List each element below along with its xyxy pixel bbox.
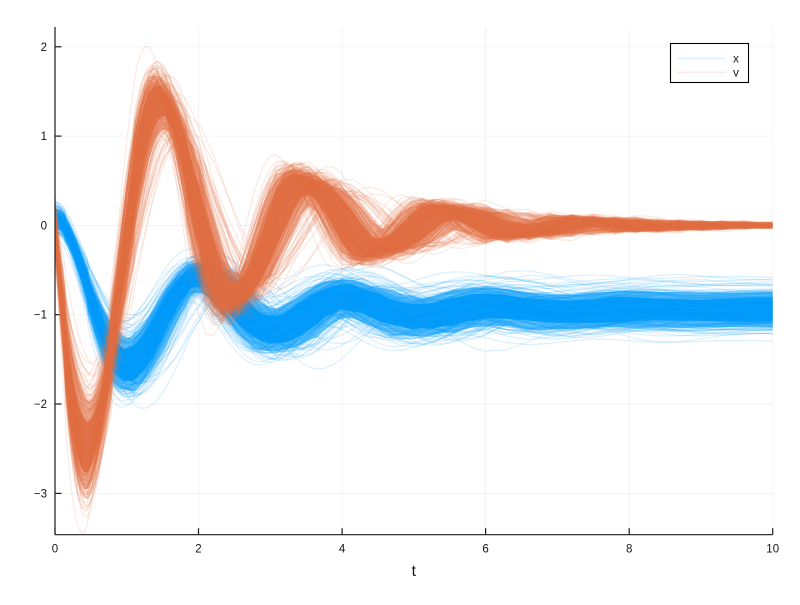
svg-text:2: 2 — [195, 544, 201, 556]
svg-text:1: 1 — [41, 131, 47, 143]
svg-text:−3: −3 — [34, 488, 47, 500]
svg-text:x: x — [733, 52, 739, 66]
svg-text:8: 8 — [626, 544, 632, 556]
svg-text:−2: −2 — [34, 399, 47, 411]
svg-text:v: v — [733, 66, 739, 80]
svg-text:4: 4 — [339, 544, 346, 556]
svg-text:t: t — [412, 563, 417, 580]
svg-text:0: 0 — [52, 544, 58, 556]
svg-text:10: 10 — [766, 544, 779, 556]
svg-text:0: 0 — [41, 220, 47, 232]
svg-text:−1: −1 — [34, 310, 47, 322]
svg-text:6: 6 — [482, 544, 488, 556]
svg-text:2: 2 — [41, 42, 47, 54]
